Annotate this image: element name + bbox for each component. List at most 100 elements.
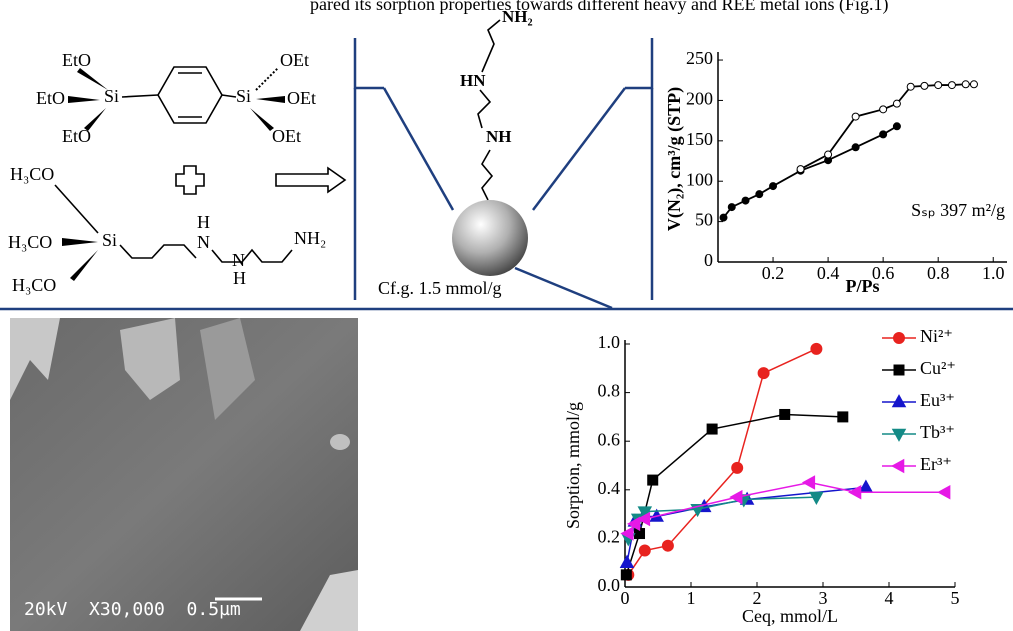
marker [894, 365, 905, 376]
x-tick-label: 2 [753, 588, 762, 608]
chem-label: OEt [280, 50, 309, 70]
marker [962, 81, 969, 88]
benzene-ring [158, 67, 222, 123]
bond [212, 250, 292, 262]
marker [779, 409, 790, 420]
chem-label: NH₂ [294, 228, 326, 248]
chem-label: Si [236, 86, 251, 106]
bond [55, 185, 98, 233]
wedge-bond [62, 238, 98, 246]
chem-label: Si [104, 86, 119, 106]
marker [892, 429, 907, 442]
marker [948, 82, 955, 89]
marker [852, 113, 859, 120]
marker [742, 197, 749, 204]
marker [770, 183, 777, 190]
chem-label: EtO [36, 88, 65, 108]
marker [893, 100, 900, 107]
legend-label: Eu³⁺ [920, 390, 955, 410]
marker [802, 475, 815, 490]
chem-label: Si [102, 230, 117, 250]
marker [825, 151, 832, 158]
chem-label: OEt [287, 88, 316, 108]
marker [647, 475, 658, 486]
marker [894, 333, 905, 344]
chem-label: OEt [272, 126, 301, 146]
connector [384, 88, 453, 210]
y-tick-label: 0.6 [598, 429, 621, 449]
series-line [628, 349, 816, 575]
x-tick-label: 5 [951, 588, 960, 608]
chem-label: EtO [62, 126, 91, 146]
marker [891, 459, 904, 474]
y-tick-label: 250 [686, 48, 713, 68]
wedge-bond [70, 250, 98, 281]
marker [907, 83, 914, 90]
bond [122, 95, 158, 97]
marker [921, 82, 928, 89]
y-tick-label: 200 [686, 89, 713, 109]
marker [707, 424, 718, 435]
series-line [628, 483, 945, 534]
marker [732, 462, 743, 473]
wedge-bond [256, 96, 285, 103]
chem-label: H [197, 212, 210, 232]
x-tick-label: 4 [885, 588, 894, 608]
y-tick-label: 100 [686, 169, 713, 189]
marker [880, 106, 887, 113]
x-tick-label: 0.8 [927, 263, 950, 283]
marker [893, 123, 900, 130]
x-tick-label: 1 [687, 588, 696, 608]
marker [756, 191, 763, 198]
hash-bond [256, 68, 278, 90]
y-axis-label: V(N₂), cm³/g (STP) [664, 87, 685, 231]
chem-label: NH [486, 127, 512, 146]
chain [482, 150, 492, 200]
y-tick-label: 150 [686, 129, 713, 149]
connector [533, 88, 625, 210]
x-tick-label: 0.4 [817, 263, 840, 283]
legend-label: Ni²⁺ [920, 326, 953, 346]
marker [728, 204, 735, 211]
chem-label: N [232, 250, 245, 270]
sem-image [10, 318, 358, 631]
chain [482, 20, 500, 72]
bracket-line [355, 38, 384, 88]
legend-label: Er³⁺ [920, 454, 952, 474]
figure: pared its sorption properties towards di… [0, 0, 1013, 631]
marker [892, 394, 907, 407]
marker [852, 144, 859, 151]
y-tick-label: 0.0 [598, 575, 621, 595]
bond [222, 95, 236, 97]
x-tick-label: 0.2 [762, 263, 785, 283]
plus-sign [176, 166, 204, 194]
marker [662, 540, 673, 551]
marker [937, 485, 950, 500]
y-tick-label: 0 [704, 250, 713, 270]
marker [621, 569, 632, 580]
chem-label: H [233, 268, 246, 288]
y-tick-label: 1.0 [598, 332, 621, 352]
marker [811, 343, 822, 354]
chain [478, 90, 490, 128]
marker [797, 166, 804, 173]
bracket-line [625, 38, 652, 88]
legend-label: Cu²⁺ [920, 358, 956, 378]
x-tick-label: 3 [819, 588, 828, 608]
chem-label: H₃CO [8, 232, 52, 252]
silane-1: EtO EtO EtO Si Si OEt OEt OEt [36, 50, 316, 146]
marker [720, 214, 727, 221]
bond [120, 245, 196, 258]
y-axis-label: Sorption, mmol/g [563, 402, 583, 529]
marker [848, 485, 861, 500]
sem-feature [330, 434, 350, 450]
marker [639, 545, 650, 556]
series-line [724, 126, 897, 217]
x-tick-label: 1.0 [982, 263, 1005, 283]
y-tick-label: 0.8 [598, 381, 621, 401]
chem-label: H₃CO [12, 275, 56, 295]
loading-label: Cf.g. 1.5 mmol/g [378, 278, 502, 298]
marker [970, 81, 977, 88]
marker [935, 82, 942, 89]
